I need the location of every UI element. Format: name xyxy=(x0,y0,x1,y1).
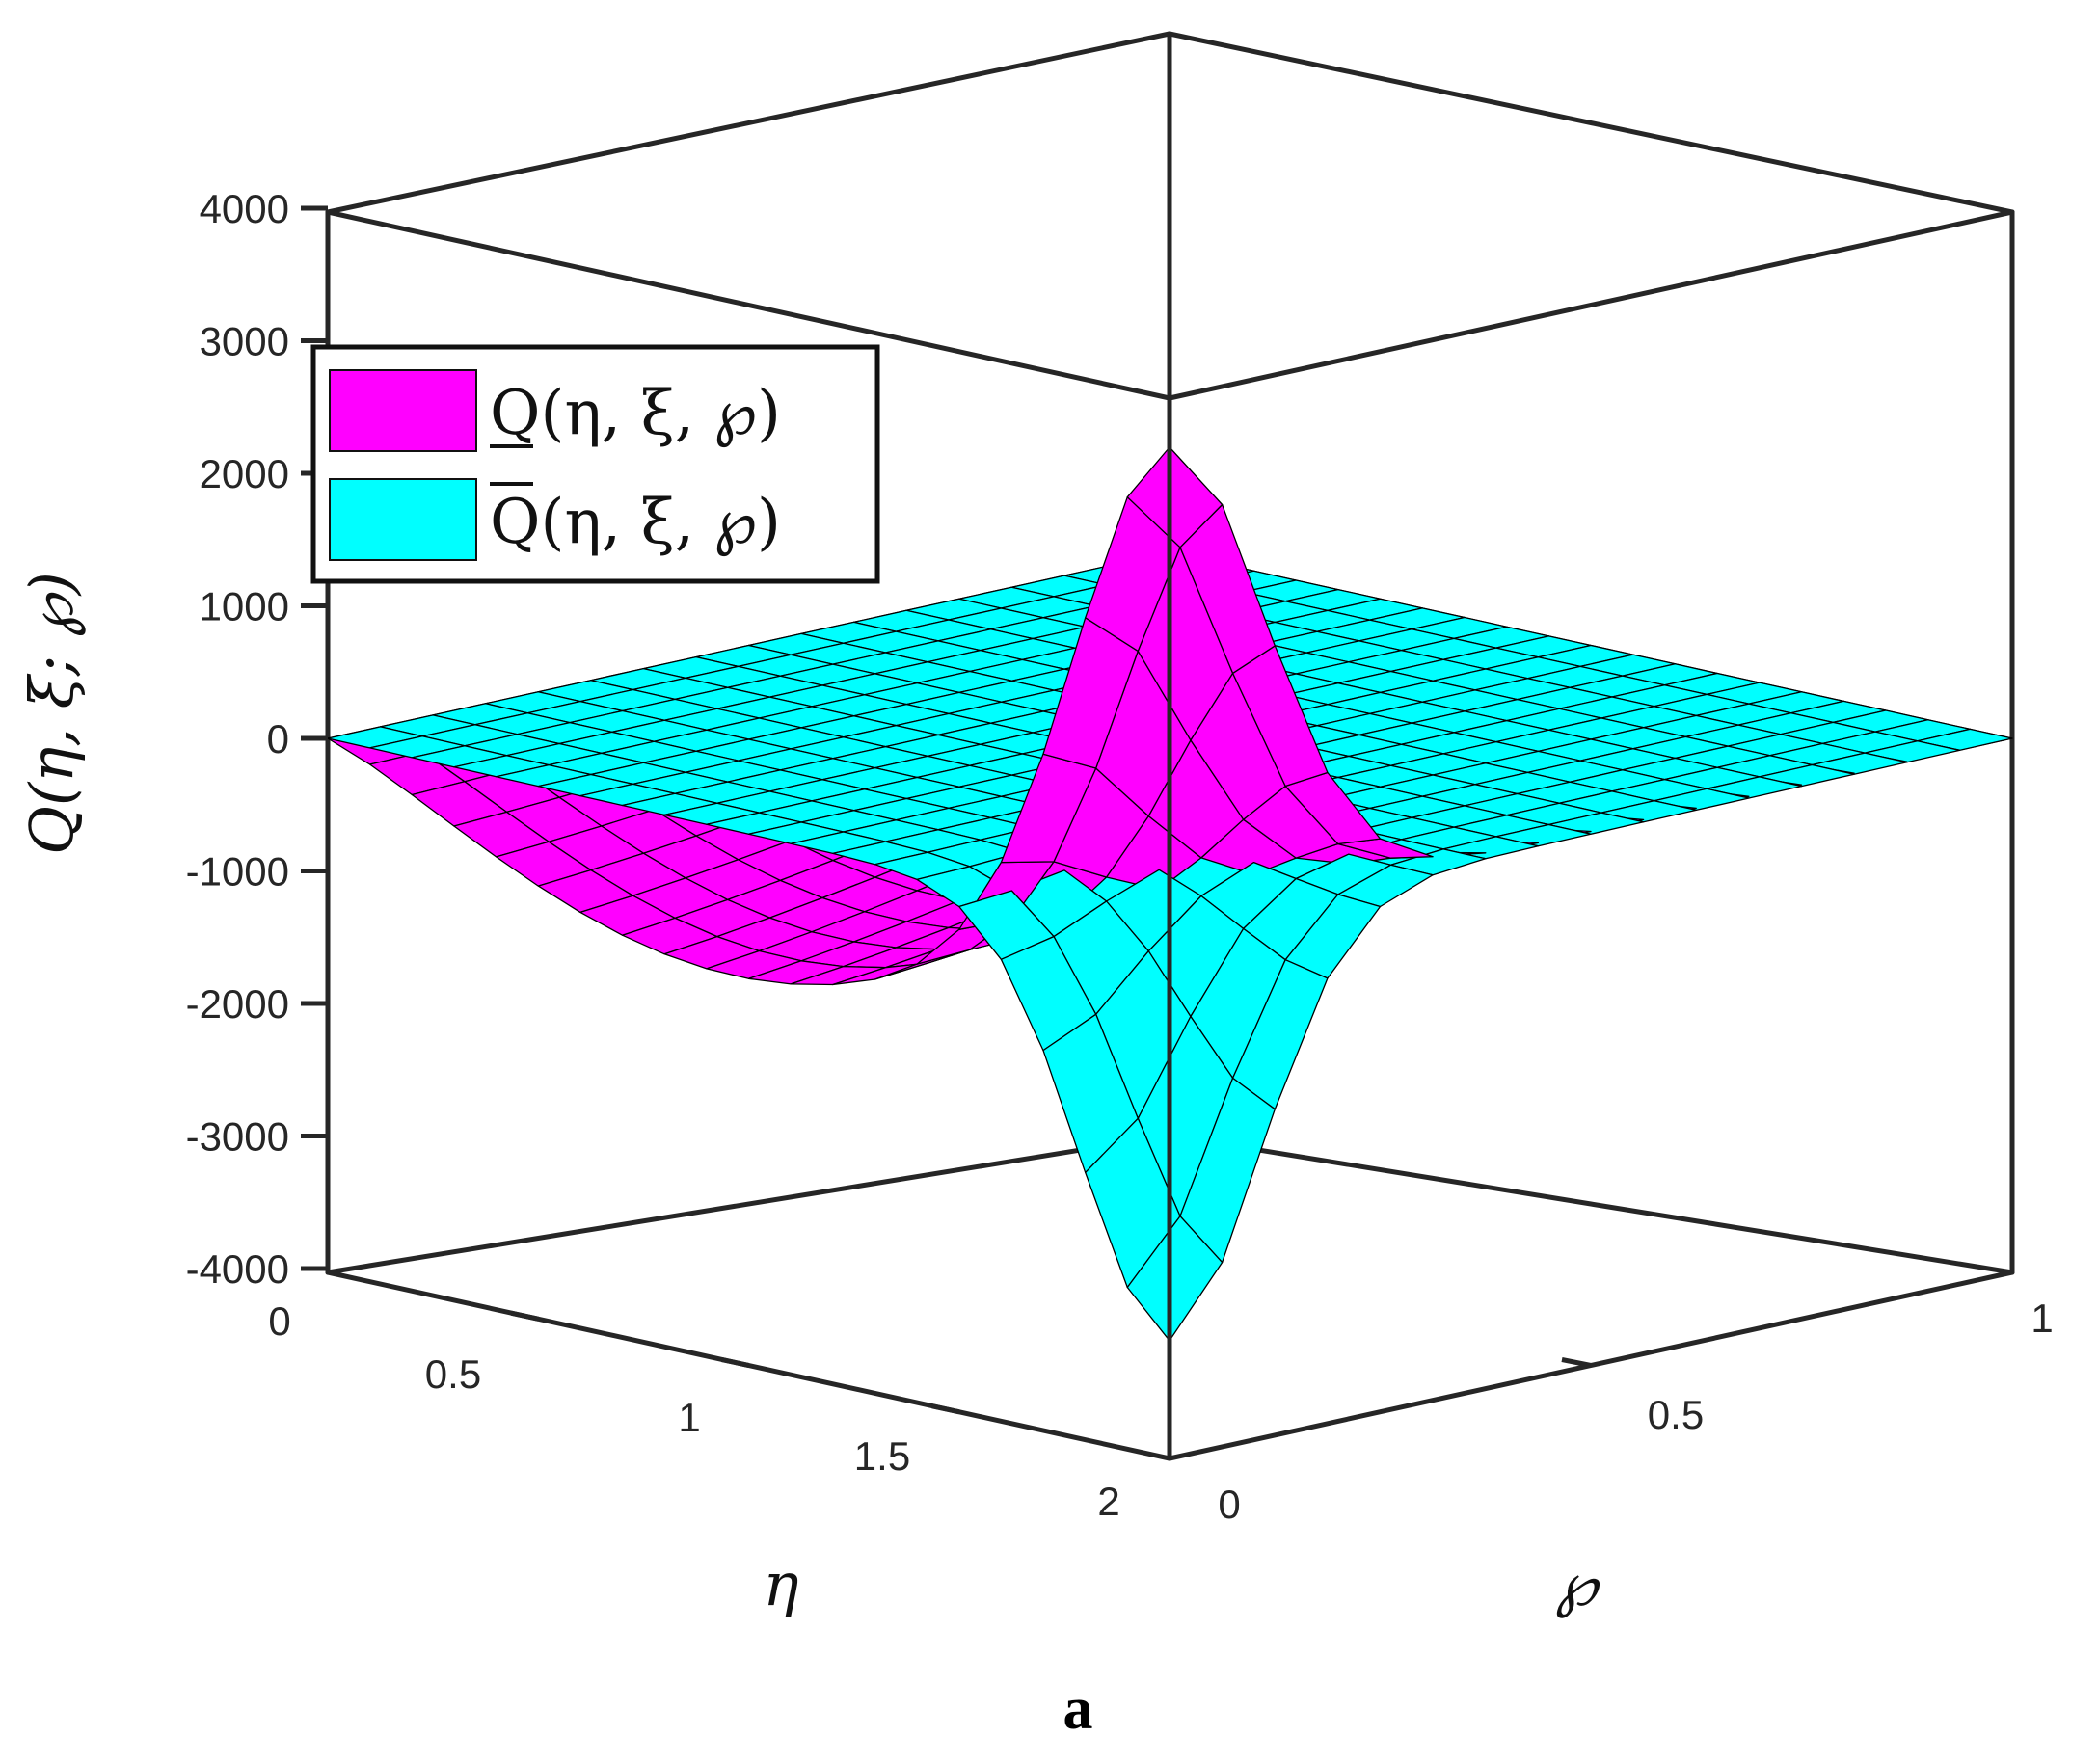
z-axis-ticks: 4000 3000 2000 1000 0 -1000 -2000 -3000 -4000 xyxy=(186,186,328,1292)
surface-q-upper-patch xyxy=(1126,1216,1224,1342)
z-tick-label: 4000 xyxy=(200,186,289,231)
y-tick-mark xyxy=(1561,1357,1592,1368)
y-axis-ticks: 00.51 xyxy=(1218,1296,2053,1527)
y-axis-label: ℘ xyxy=(1555,1549,1600,1619)
y-tick-label: 1 xyxy=(2031,1296,2053,1341)
x-tick-mark xyxy=(510,1310,539,1322)
axes-box-front xyxy=(325,31,2015,1461)
z-axis-label: Q(η, ξ; ℘) xyxy=(16,572,87,855)
legend: Q(η, ξ, ℘) Q(η, ξ, ℘) xyxy=(310,344,880,584)
x-tick-label: 2 xyxy=(1097,1479,1119,1524)
legend-swatch-q-upper xyxy=(329,478,477,561)
x-tick-label: 1 xyxy=(678,1395,700,1440)
x-tick-mark xyxy=(720,1357,750,1368)
legend-swatch-q-lower xyxy=(329,369,477,452)
x-tick-label: 1.5 xyxy=(854,1433,910,1479)
y-tick-label: 0 xyxy=(1218,1482,1240,1527)
z-tick-label: 3000 xyxy=(200,319,289,364)
surface-layer xyxy=(327,446,2013,1342)
x-axis-label: η xyxy=(763,1549,798,1619)
x-tick-mark xyxy=(931,1403,960,1415)
surface-q-lower-patch xyxy=(1126,446,1224,548)
y-tick-label: 0.5 xyxy=(1648,1392,1704,1437)
z-tick-label: 2000 xyxy=(200,451,289,496)
x-tick-label: 0 xyxy=(268,1298,290,1344)
panel-label: a xyxy=(1063,1676,1093,1742)
legend-label-q-lower: Q(η, ξ, ℘) xyxy=(490,378,781,449)
z-tick-label: -3000 xyxy=(186,1114,289,1160)
legend-label-q-upper: Q(η, ξ, ℘) xyxy=(490,487,781,558)
x-tick-label: 0.5 xyxy=(425,1351,481,1397)
x-axis-ticks: 0 0.5 1 1.5 2 xyxy=(268,1298,1119,1524)
z-tick-label: -1000 xyxy=(186,849,289,895)
z-tick-label: -2000 xyxy=(186,981,289,1027)
z-tick-label: -4000 xyxy=(186,1246,289,1292)
z-tick-label: 0 xyxy=(267,716,289,762)
z-tick-label: 1000 xyxy=(200,584,289,629)
